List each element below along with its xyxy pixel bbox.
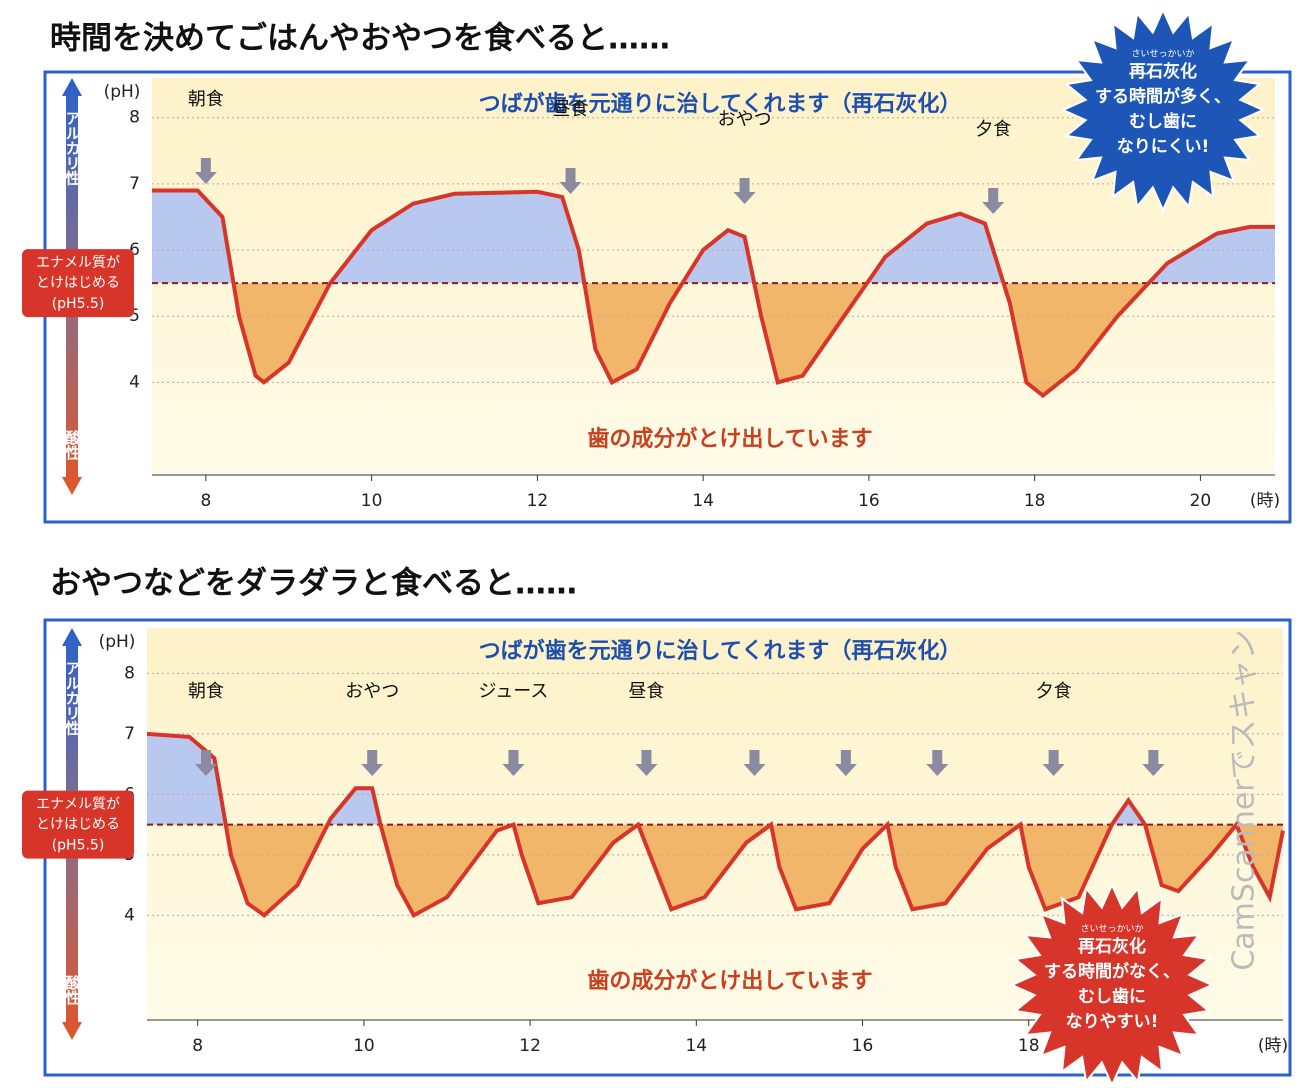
x-tick-label: 12 xyxy=(527,491,549,511)
event-arrow xyxy=(195,750,218,776)
y-tick-label: 8 xyxy=(124,663,135,683)
badge-ruby: さいせっかいか xyxy=(1080,924,1143,935)
chart-title: おやつなどをダラダラと食べると…… xyxy=(50,566,577,602)
event-arrow xyxy=(1042,750,1065,776)
y-tick-label: 7 xyxy=(124,724,135,744)
recalcification-area xyxy=(147,733,1237,825)
badge-line: 再石灰化 xyxy=(1078,936,1146,957)
badge-line: なりにくい! xyxy=(1117,137,1209,157)
band-lower-label: 歯の成分がとけ出しています xyxy=(587,968,872,994)
axis-label-bottom: 酸性 xyxy=(64,429,82,461)
axis-label-top: アルカリ性 xyxy=(64,111,82,187)
y-unit: (pH) xyxy=(99,632,136,652)
axis-label-top: アルカリ性 xyxy=(64,661,82,737)
band-lower-label: 歯の成分がとけ出しています xyxy=(587,426,872,452)
threshold-label: エナメル質が xyxy=(36,797,120,813)
watermark: CamScannerでスキャン xyxy=(1227,629,1262,970)
x-tick-label: 10 xyxy=(353,1036,375,1056)
x-tick-label: 16 xyxy=(858,491,880,511)
demineralization-area xyxy=(233,283,1149,396)
threshold-label: とけはじめる xyxy=(36,275,120,291)
badge-line: する時間が多く、 xyxy=(1095,86,1231,107)
y-tick-label: 5 xyxy=(129,306,140,326)
ph-line xyxy=(152,188,1275,399)
x-tick-label: 12 xyxy=(519,1036,541,1056)
badge-line: むし歯に xyxy=(1129,111,1197,132)
event-arrow xyxy=(834,750,857,776)
x-tick-label: 20 xyxy=(1190,491,1212,511)
badge-line: なりやすい! xyxy=(1066,1012,1159,1032)
event-arrow xyxy=(982,188,1005,214)
event-arrow xyxy=(733,178,756,204)
chart-title: 時間を決めてごはんやおやつを食べると…… xyxy=(50,21,670,57)
x-tick-label: 8 xyxy=(192,1036,203,1056)
x-tick-label: 18 xyxy=(1018,1036,1040,1056)
axis-label-bottom: 酸性 xyxy=(64,974,82,1006)
threshold-value-label: (pH5.5) xyxy=(52,296,105,312)
x-unit: (時) xyxy=(1250,491,1280,511)
y-tick-label: 4 xyxy=(129,372,140,392)
event-arrow xyxy=(743,750,766,776)
badge-line: 再石灰化 xyxy=(1129,61,1197,82)
y-tick-label: 6 xyxy=(129,240,140,260)
x-tick-label: 16 xyxy=(852,1036,874,1056)
event-label: 朝食 xyxy=(188,681,224,702)
band-upper-label: つばが歯を元通りに治してくれます（再石灰化） xyxy=(479,91,962,117)
demineralization-area xyxy=(225,824,1283,916)
threshold-box xyxy=(22,249,134,318)
badge xyxy=(1009,882,1215,1088)
threshold-label: とけはじめる xyxy=(36,817,120,833)
x-tick-label: 18 xyxy=(1024,491,1046,511)
y-unit: (pH) xyxy=(104,82,141,102)
event-arrow xyxy=(559,168,582,194)
band-upper-label: つばが歯を元通りに治してくれます（再石灰化） xyxy=(479,638,962,664)
event-arrow xyxy=(502,750,525,776)
event-label: 昼食 xyxy=(628,681,664,702)
badge-line: むし歯に xyxy=(1078,986,1146,1007)
y-tick-label: 8 xyxy=(129,108,140,128)
badge xyxy=(1060,7,1266,213)
ph-line xyxy=(146,731,1285,919)
event-arrow xyxy=(635,750,658,776)
x-tick-label: 10 xyxy=(361,491,383,511)
event-label: 朝食 xyxy=(188,89,224,110)
event-arrow xyxy=(361,750,384,776)
event-label: 夕食 xyxy=(975,119,1011,140)
event-label: おやつ xyxy=(718,109,772,130)
event-label: ジュース xyxy=(479,681,549,702)
badge-line: する時間がなく、 xyxy=(1044,961,1180,982)
threshold-label: エナメル質が xyxy=(36,255,120,271)
threshold-box xyxy=(22,790,134,859)
event-arrow xyxy=(1142,750,1165,776)
x-tick-label: 14 xyxy=(692,491,714,511)
event-label: おやつ xyxy=(345,681,399,702)
event-arrow xyxy=(926,750,949,776)
event-label: 夕食 xyxy=(1036,681,1072,702)
x-tick-label: 8 xyxy=(200,491,211,511)
x-tick-label: 14 xyxy=(685,1036,707,1056)
threshold-value-label: (pH5.5) xyxy=(52,838,105,854)
y-tick-label: 4 xyxy=(124,905,135,925)
badge-ruby: さいせっかいか xyxy=(1131,49,1194,60)
y-tick-label: 7 xyxy=(129,174,140,194)
event-arrow xyxy=(194,158,217,184)
x-unit: (時) xyxy=(1258,1036,1288,1056)
event-label: 昼食 xyxy=(553,99,589,120)
